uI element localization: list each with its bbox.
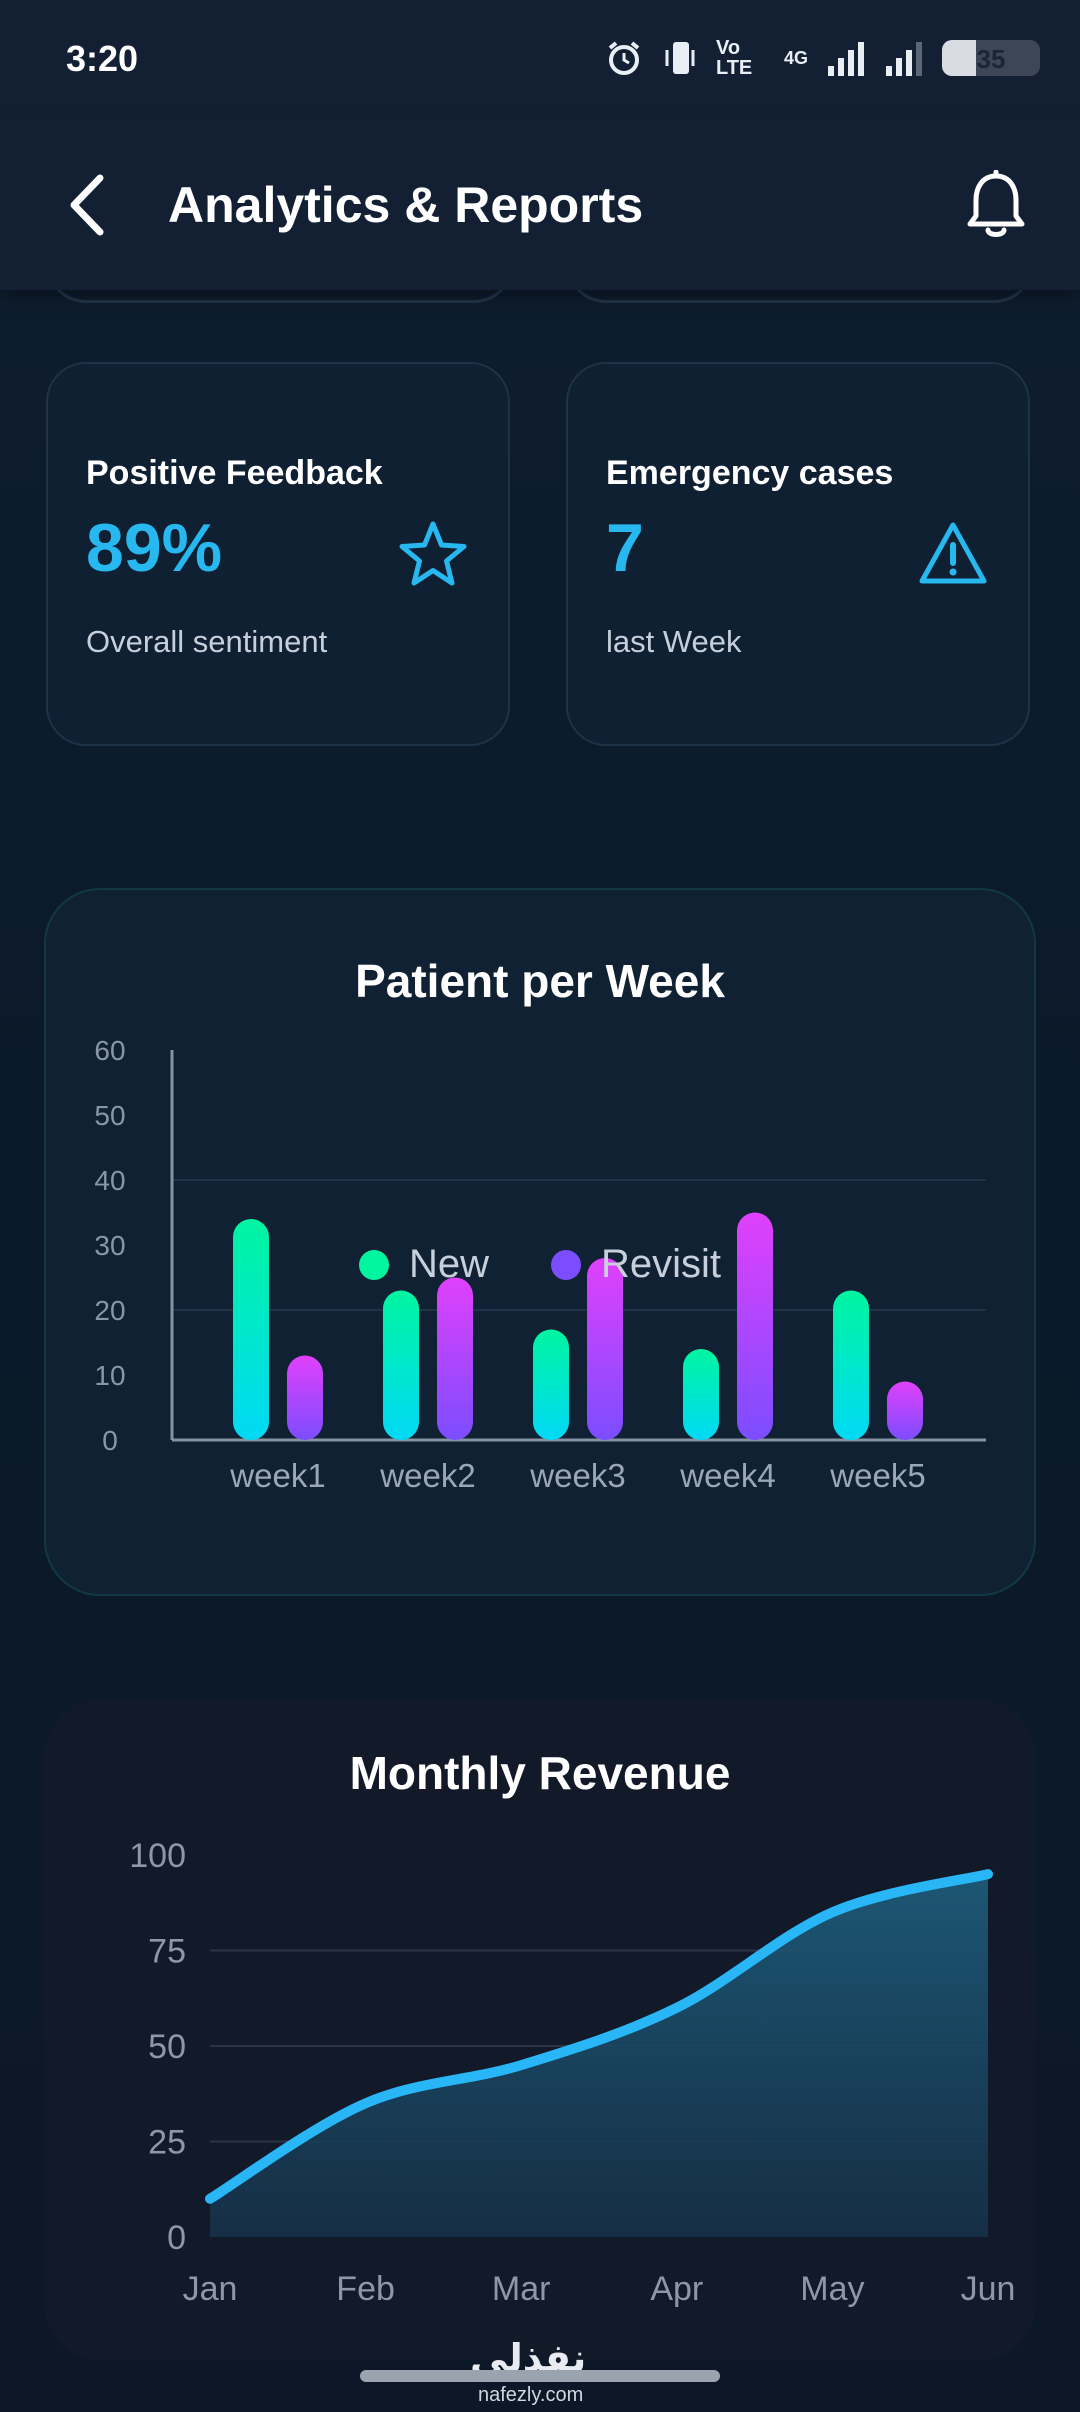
- stat-card-emergency[interactable]: Emergency cases 7 last Week: [566, 362, 1030, 746]
- status-time: 3:20: [66, 38, 139, 79]
- chart-legend: New Revisit: [0, 1242, 1080, 1287]
- vibrate-icon: [665, 42, 695, 74]
- watermark-url: nafezly.com: [478, 2384, 584, 2406]
- status-icons: Vo LTE 4G 35: [604, 38, 1040, 78]
- back-button[interactable]: [52, 170, 122, 240]
- stat-title: Emergency cases: [606, 454, 894, 492]
- legend-item-revisit[interactable]: Revisit: [551, 1242, 721, 1287]
- legend-dot-revisit: [551, 1249, 581, 1280]
- legend-label: New: [408, 1242, 489, 1286]
- notification-button[interactable]: [956, 166, 1036, 246]
- legend-dot-new: [358, 1249, 389, 1280]
- status-bar: 3:20 Vo LTE 4G 35: [0, 0, 1080, 120]
- app-bar: Analytics & Reports: [0, 120, 1080, 290]
- stat-subtitle: Overall sentiment: [86, 624, 328, 659]
- stat-title: Positive Feedback: [86, 454, 383, 492]
- legend-label: Revisit: [601, 1242, 722, 1286]
- chart-title: Patient per Week: [355, 955, 725, 1007]
- signal-icon: [886, 42, 922, 76]
- home-indicator[interactable]: [360, 2370, 720, 2382]
- page-title: Analytics & Reports: [168, 177, 644, 233]
- stat-value: 7: [606, 510, 644, 586]
- patients-chart-card: Patient per Week: [44, 888, 1036, 1596]
- battery-level: 35: [976, 44, 1006, 74]
- bell-icon: [967, 170, 1025, 237]
- signal-icon: [828, 42, 864, 76]
- battery-icon: 35: [942, 40, 1040, 76]
- alarm-icon: [608, 41, 640, 75]
- volte-icon: Vo LTE: [715, 37, 753, 79]
- chart-title: Monthly Revenue: [349, 1747, 731, 1799]
- revenue-chart-card: Monthly Revenue: [44, 1700, 1036, 2360]
- stat-value: 89%: [86, 510, 223, 586]
- stat-card-feedback[interactable]: Positive Feedback 89% Overall sentiment: [46, 362, 510, 746]
- stat-subtitle: last Week: [606, 624, 742, 659]
- legend-item-new[interactable]: New: [358, 1242, 489, 1287]
- chevron-left-icon: [70, 174, 104, 236]
- network-type: 4G: [783, 47, 808, 68]
- warning-icon: [919, 522, 987, 584]
- star-icon: [399, 521, 467, 586]
